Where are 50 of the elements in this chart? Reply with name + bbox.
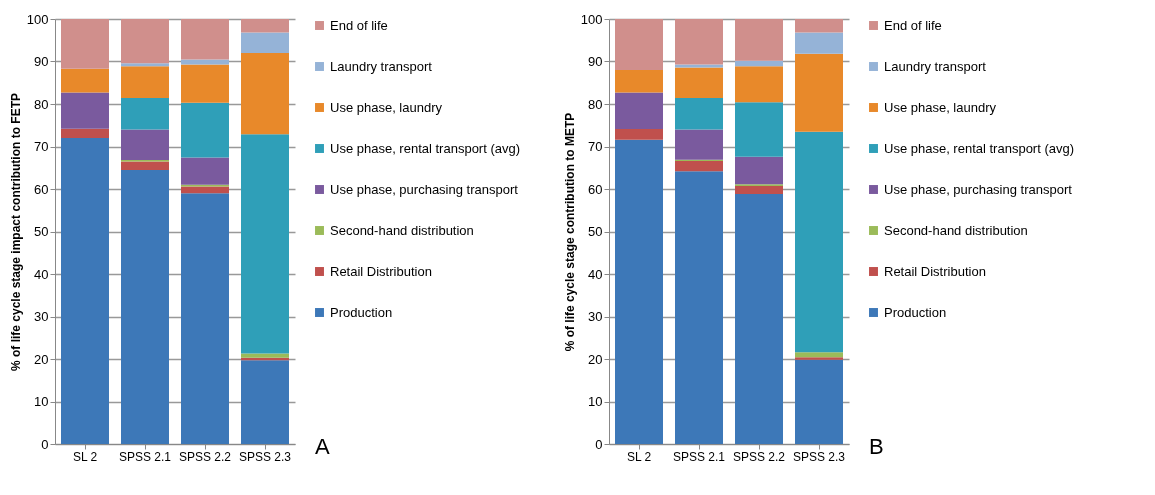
y-tick-label: 80 bbox=[34, 96, 49, 112]
x-tick-label: SL 2 bbox=[626, 449, 652, 464]
legend-label: Second-hand distribution bbox=[330, 222, 474, 238]
text: B bbox=[869, 434, 884, 459]
x-tick-label: SPSS 2.2 bbox=[732, 449, 786, 464]
y-tick-label: 80 bbox=[588, 96, 603, 112]
x-tick-label: SPSS 2.2 bbox=[178, 449, 232, 464]
legend-label: End of life bbox=[884, 17, 942, 33]
y-axis-title: % of life cycle stage contribution to METP bbox=[562, 112, 577, 352]
legend-label: Use phase, rental transport (avg) bbox=[330, 140, 521, 156]
x-tick-label: SPSS 2.3 bbox=[238, 449, 292, 464]
y-tick-label: 50 bbox=[34, 224, 49, 239]
y-tick-label: 90 bbox=[34, 54, 49, 69]
legend-label: Production bbox=[884, 304, 947, 320]
y-tick-label: 0 bbox=[595, 436, 603, 452]
y-tick-label: 10 bbox=[34, 394, 49, 409]
y-tick-label: 20 bbox=[34, 351, 49, 367]
y-tick-label: 0 bbox=[41, 436, 49, 452]
legend-label: Second-hand distribution bbox=[884, 222, 1028, 238]
x-tick-label: SPSS 2.1 bbox=[118, 449, 172, 464]
y-tick-label: 90 bbox=[588, 54, 603, 69]
y-tick-label: 10 bbox=[588, 394, 603, 409]
y-tick-label: 30 bbox=[34, 309, 49, 324]
legend-label: Retail Distribution bbox=[884, 263, 986, 279]
y-tick-label: 100 bbox=[26, 11, 49, 27]
y-tick-label: 60 bbox=[34, 181, 49, 197]
legend-label: End of life bbox=[330, 17, 388, 33]
y-tick-label: 40 bbox=[34, 266, 49, 282]
legend-label: Retail Distribution bbox=[330, 263, 432, 279]
x-tick-label: SPSS 2.3 bbox=[792, 449, 846, 464]
legend-label: Laundry transport bbox=[884, 58, 987, 74]
y-tick-label: 40 bbox=[588, 266, 603, 282]
y-tick-label: 60 bbox=[588, 181, 603, 197]
legend-label: Use phase, laundry bbox=[330, 99, 443, 115]
legend-label: Use phase, rental transport (avg) bbox=[884, 140, 1075, 156]
y-axis-title: % of life cycle stage impact contribution to FETP bbox=[8, 92, 23, 372]
legend-label: Use phase, laundry bbox=[884, 99, 997, 115]
y-tick-label: 70 bbox=[34, 139, 49, 154]
legend-label: Production bbox=[330, 304, 393, 320]
y-tick-label: 100 bbox=[580, 11, 603, 27]
text: A bbox=[315, 434, 330, 459]
legend-label: Laundry transport bbox=[330, 58, 433, 74]
x-tick-label: SL 2 bbox=[72, 449, 98, 464]
y-tick-label: 50 bbox=[588, 224, 603, 239]
y-tick-label: 70 bbox=[588, 139, 603, 154]
legend-label: Use phase, purchasing transport bbox=[330, 181, 519, 197]
x-tick-label: SPSS 2.1 bbox=[672, 449, 726, 464]
y-tick-label: 30 bbox=[588, 309, 603, 324]
legend-label: Use phase, purchasing transport bbox=[884, 181, 1073, 197]
y-tick-label: 20 bbox=[588, 351, 603, 367]
